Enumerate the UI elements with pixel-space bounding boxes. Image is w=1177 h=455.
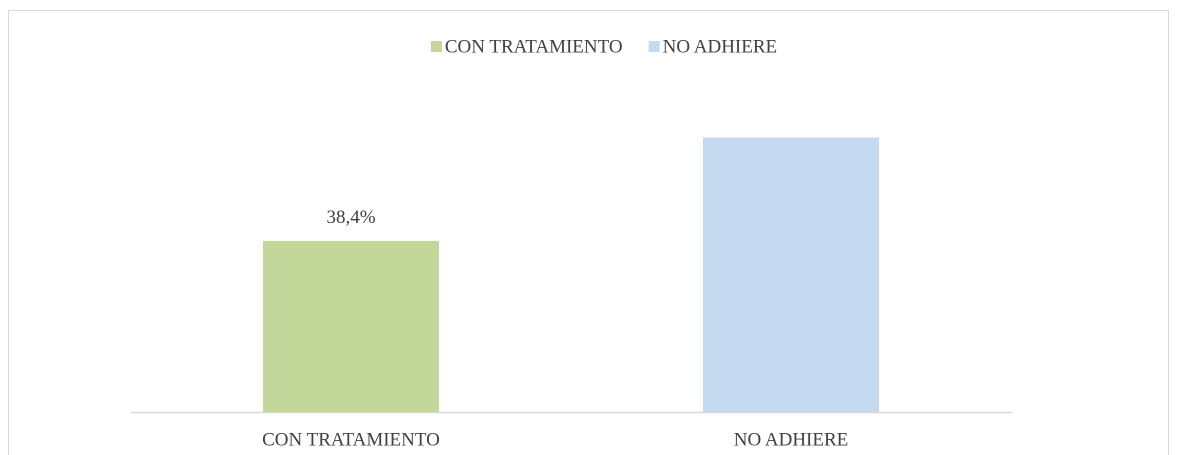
x-tick-label: NO ADHIERE bbox=[734, 429, 849, 450]
chart-frame bbox=[8, 10, 1169, 455]
legend-swatch bbox=[648, 41, 660, 52]
legend-swatch bbox=[430, 41, 442, 52]
x-tick-label: CON TRATAMIENTO bbox=[262, 429, 440, 450]
data-label: 38,4% bbox=[326, 207, 375, 228]
legend-label: CON TRATAMIENTO bbox=[445, 36, 623, 57]
bar bbox=[703, 137, 879, 412]
legend-label: NO ADHIERE bbox=[663, 36, 778, 57]
bar bbox=[263, 240, 439, 412]
